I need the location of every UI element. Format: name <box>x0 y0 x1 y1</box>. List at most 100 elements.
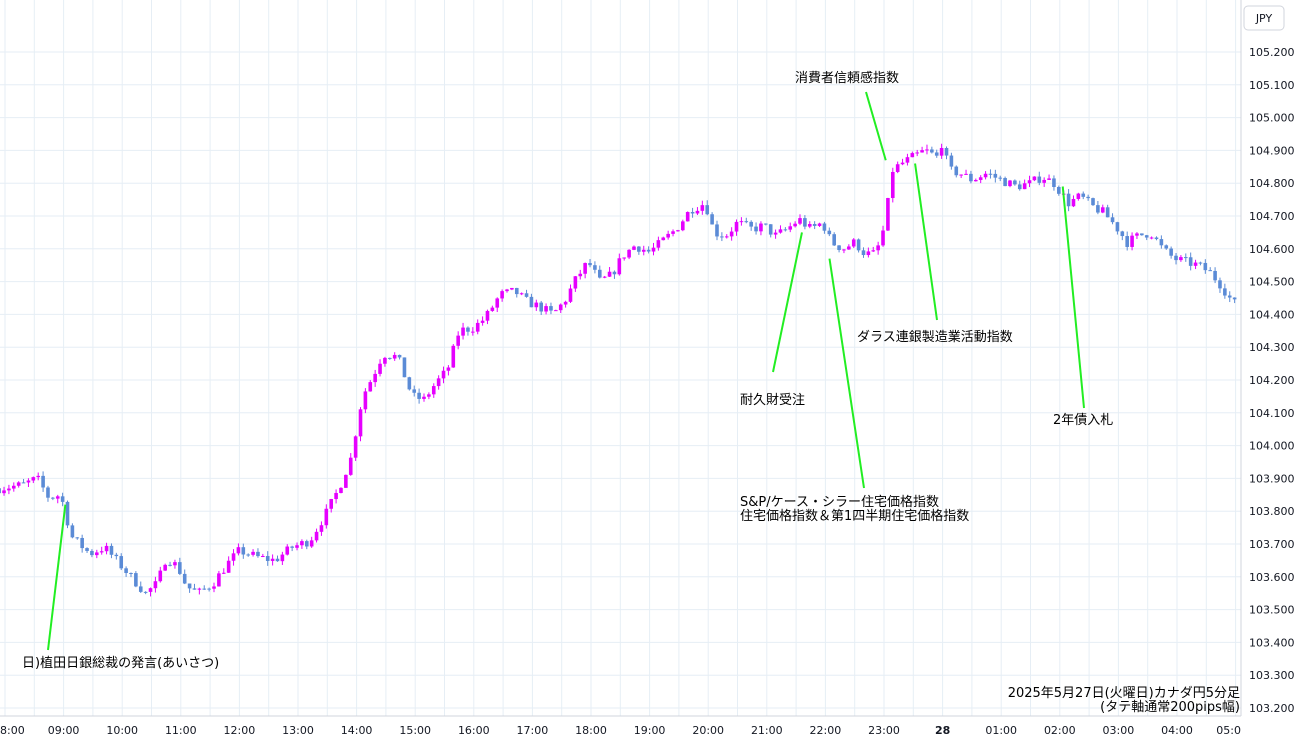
candle-down <box>1218 280 1222 289</box>
candle-up <box>368 382 373 392</box>
candle-up <box>95 552 99 556</box>
currency-badge[interactable]: JPY <box>1243 5 1285 31</box>
candle-up <box>558 304 563 311</box>
time-tick-label: 04:00 <box>1161 724 1193 737</box>
candle-down <box>397 354 402 358</box>
price-tick-label: 104.500 <box>1249 276 1295 289</box>
candle-down <box>944 147 949 156</box>
grid-lines <box>0 0 1241 716</box>
candle-up <box>666 233 670 238</box>
candle-up <box>939 147 944 156</box>
candle-up <box>910 153 915 158</box>
candle-up <box>651 247 656 252</box>
candle-down <box>1091 198 1095 206</box>
candle-up <box>16 482 21 486</box>
annotation-case_shiller-line-2: 住宅価格指数＆第1四半期住宅価格指数 <box>740 508 969 524</box>
candle-up <box>1042 179 1046 183</box>
candle-up <box>905 157 910 163</box>
candle-up <box>866 251 871 256</box>
candle-up <box>734 221 739 232</box>
candle-up <box>456 335 460 346</box>
candle-down <box>861 250 866 256</box>
candle-down <box>1144 235 1149 238</box>
candle-up <box>7 488 11 491</box>
time-axis[interactable]: 8:00 09:00 10:00 11:00 12:00 13:00 14:00 15:00 1… <box>0 724 1241 737</box>
candle-up <box>978 177 983 180</box>
time-tick-label: 16:00 <box>458 724 490 737</box>
candle-up <box>1100 207 1105 213</box>
candle-up <box>251 551 255 555</box>
candle-up <box>1149 237 1154 239</box>
candle-up <box>1135 233 1139 236</box>
caption-line-1: 2025年5月27日(火曜日)カナダ円5分足 <box>1008 686 1240 701</box>
candle-up <box>685 211 690 222</box>
candle-down <box>812 223 817 226</box>
candle-up <box>236 547 241 554</box>
candle-down <box>1223 288 1227 296</box>
candle-down <box>119 556 124 569</box>
candle-up <box>148 588 153 592</box>
candle-down <box>954 166 959 176</box>
time-tick-label: 11:00 <box>165 724 197 737</box>
candle-up <box>441 370 446 379</box>
candle-down <box>388 357 392 359</box>
time-tick-label: 28 <box>935 724 950 737</box>
candle-up <box>851 239 856 247</box>
candle-down <box>192 588 197 590</box>
candle-up <box>607 271 612 277</box>
candle-up <box>847 246 851 250</box>
candle-up <box>964 173 968 175</box>
candle-down <box>1017 184 1022 190</box>
candle-up <box>197 588 202 590</box>
price-tick-label: 105.100 <box>1249 79 1295 92</box>
candle-down <box>754 226 758 232</box>
candle-up <box>661 237 666 241</box>
candle-down <box>412 389 417 393</box>
candle-down <box>1227 295 1232 298</box>
candle-down <box>588 263 592 266</box>
candle-up <box>329 499 334 509</box>
candle-up <box>422 396 426 399</box>
candle-up <box>622 257 627 259</box>
price-tick-label: 104.700 <box>1249 210 1295 223</box>
annotation-case_shiller-line-1: S&P/ケース・シラー住宅価格指数 <box>740 494 939 510</box>
candle-up <box>583 263 587 274</box>
candle-up <box>475 322 480 332</box>
candle-down <box>466 327 470 332</box>
candle-down <box>1203 262 1208 271</box>
candle-up <box>226 560 231 573</box>
currency-label: JPY <box>1255 12 1273 25</box>
candle-up <box>739 221 744 223</box>
candle-down <box>822 223 827 231</box>
candle-up <box>1008 180 1012 187</box>
candle-up <box>915 152 920 154</box>
candle-down <box>1140 233 1144 236</box>
candle-up <box>480 320 485 323</box>
candle-up <box>104 545 109 552</box>
candle-up <box>729 231 734 237</box>
candle-up <box>31 477 36 481</box>
price-tick-label: 105.000 <box>1249 112 1295 125</box>
candle-up <box>724 236 729 238</box>
candle-down <box>402 357 407 378</box>
candle-up <box>231 553 236 561</box>
candle-up <box>99 551 104 553</box>
price-tick-label: 104.100 <box>1249 407 1295 420</box>
candle-up <box>1032 176 1037 181</box>
price-axis[interactable]: 105.200 105.100 105.000 104.900 104.800 104.7… <box>1249 46 1295 715</box>
candle-down <box>246 554 250 556</box>
candle-down <box>1213 270 1217 281</box>
candle-down <box>1052 178 1056 187</box>
candle-down <box>705 205 710 215</box>
candle-up <box>695 210 700 214</box>
candle-up <box>563 301 568 305</box>
price-tick-label: 104.800 <box>1249 177 1295 190</box>
annotations: 日)植田日銀総裁の発言(あいさつ) 耐久財受注 S&P/ケース・シラー住宅価格指数住… <box>22 70 1113 671</box>
currency-badge-box <box>1243 5 1285 31</box>
candle-down <box>1013 180 1017 185</box>
candle-down <box>75 537 80 539</box>
candle-up <box>270 558 275 561</box>
candle-down <box>524 293 529 297</box>
time-tick-label: 22:00 <box>810 724 842 737</box>
